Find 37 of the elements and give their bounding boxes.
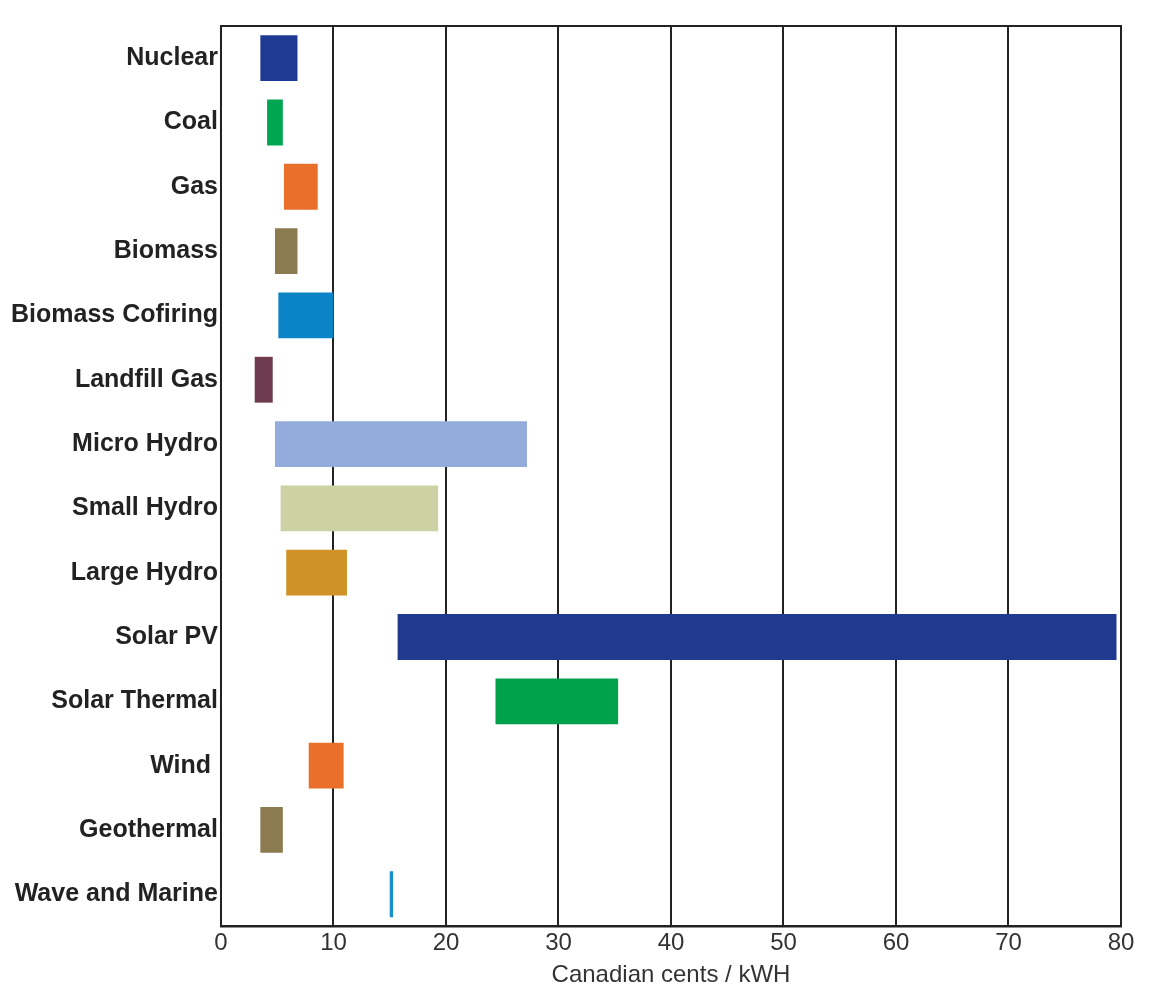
y-tick-label: Coal [163, 106, 218, 135]
x-tick-label: 40 [657, 928, 685, 956]
x-tick-label: 20 [432, 928, 460, 956]
bar [397, 614, 1117, 660]
y-tick-label: Geothermal [79, 813, 218, 842]
bar [280, 485, 439, 532]
y-tick-label: Solar Thermal [51, 685, 218, 714]
bar [260, 807, 283, 853]
y-tick-label: Nuclear [126, 42, 219, 71]
x-tick-label: 60 [882, 928, 910, 956]
bar [267, 99, 283, 146]
x-tick-label: 0 [214, 928, 228, 956]
y-tick-label: Biomass Cofiring [10, 299, 218, 328]
y-tick-label: Micro Hydro [72, 427, 218, 456]
y-tick-label: Wind [150, 749, 218, 778]
y-tick-label: Large Hydro [70, 556, 218, 585]
bar [254, 356, 273, 403]
bar [286, 549, 347, 596]
y-tick-label: Wave and Marine [14, 878, 219, 907]
bar [274, 421, 527, 467]
x-axis-title: Canadian cents / kWH [551, 960, 791, 988]
bar [260, 35, 298, 82]
x-tick-label: 80 [1107, 928, 1135, 956]
bar [278, 292, 334, 339]
x-tick-label: 50 [770, 928, 797, 956]
y-tick-label: Gas [170, 170, 218, 199]
bar [274, 228, 298, 275]
x-tick-label: 30 [545, 928, 572, 956]
x-tick-label: 70 [995, 928, 1022, 956]
x-tick-label: 10 [320, 928, 347, 956]
y-tick-label: Small Hydro [72, 492, 218, 521]
bar [308, 742, 344, 789]
bar [283, 163, 318, 210]
y-tick-label: Solar PV [115, 620, 219, 649]
bar [495, 678, 619, 725]
y-tick-label: Landfill Gas [74, 363, 218, 392]
y-tick-label: Biomass [113, 234, 218, 263]
